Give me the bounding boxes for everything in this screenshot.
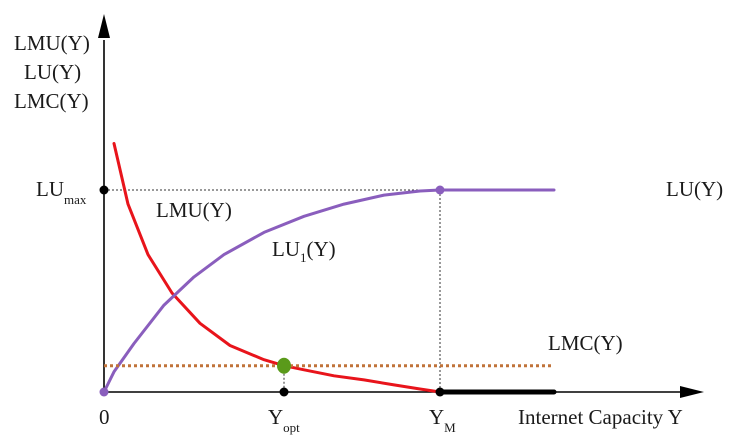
point-y-m-tick — [435, 387, 445, 397]
x-axis-arrow — [680, 386, 704, 398]
x-axis-label: Internet Capacity Y — [518, 405, 683, 429]
lu1-curve-label: LU1(Y) — [272, 237, 336, 265]
y-axis-label-lmc: LMC(Y) — [14, 89, 89, 113]
lmu-curve-label: LMU(Y) — [156, 198, 232, 222]
lmc-curve-label: LMC(Y) — [548, 331, 623, 355]
point-origin — [99, 387, 109, 397]
point-lu-max-tick — [99, 185, 109, 195]
point-lu-max-point — [435, 185, 445, 195]
point-optimum — [277, 357, 291, 374]
y-tick-lu-max: LUmax — [36, 177, 87, 207]
x-tick-zero: 0 — [99, 405, 110, 429]
y-axis-arrow — [98, 14, 110, 38]
point-y-opt-tick — [279, 387, 289, 397]
points-layer — [99, 185, 445, 397]
x-tick-y-m: YM — [429, 405, 456, 435]
x-tick-y-opt: Yopt — [268, 405, 300, 435]
y-axis-label-lu: LU(Y) — [24, 60, 81, 84]
series-line-lu-y — [102, 188, 556, 394]
series-line-lmu-y — [112, 142, 466, 394]
lu-curve-label: LU(Y) — [666, 177, 723, 201]
y-axis-label-lmu: LMU(Y) — [14, 31, 90, 55]
series-layer — [102, 142, 557, 395]
